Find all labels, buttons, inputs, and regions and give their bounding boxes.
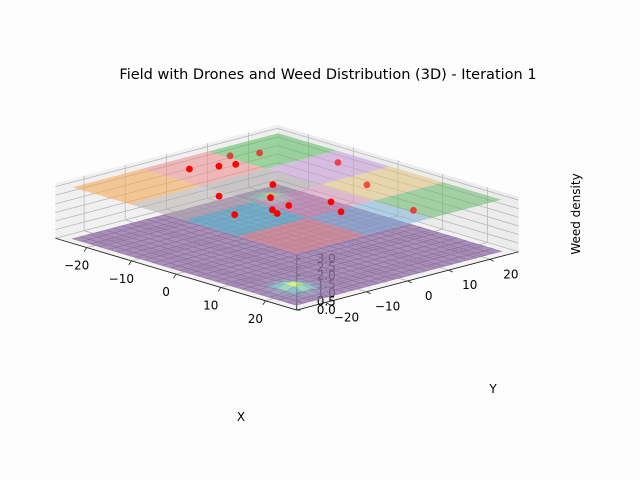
z-axis-label: Weed density — [569, 173, 583, 254]
y-tick — [448, 269, 453, 273]
y-tick-label: −10 — [375, 300, 400, 314]
grid-line-z — [277, 127, 519, 201]
y-tick — [366, 291, 371, 295]
x-tick — [128, 260, 132, 266]
drone-region — [237, 218, 366, 254]
y-tick — [407, 280, 412, 284]
drone-region — [319, 166, 444, 201]
drone-point — [231, 211, 239, 219]
drone-point — [215, 162, 223, 170]
y-tick — [489, 258, 495, 262]
z-tick-label: 0.0 — [317, 303, 336, 317]
drone-point — [215, 192, 223, 200]
drone-region — [208, 133, 337, 169]
drone-point — [363, 181, 371, 189]
y-tick — [325, 302, 330, 305]
drone-region — [72, 168, 201, 205]
y-tick-label: −20 — [334, 311, 359, 325]
x-tick-label: −10 — [109, 272, 134, 286]
chart-title: Field with Drones and Weed Distribution … — [119, 67, 536, 83]
drone-region — [254, 184, 374, 218]
grid-line-z — [55, 127, 278, 188]
x-axis-label: X — [237, 410, 245, 424]
drone-point — [226, 152, 234, 160]
drone-region — [200, 168, 320, 202]
x-tick-label: 20 — [248, 312, 263, 326]
drone-point — [334, 159, 342, 166]
drone-point — [285, 202, 293, 209]
x-tick-label: 0 — [162, 285, 170, 299]
drone-point — [410, 206, 417, 214]
drone-point — [232, 160, 240, 168]
surface-cell — [285, 300, 306, 306]
drone-region — [266, 150, 390, 185]
drone-region — [130, 186, 255, 221]
drone-points — [186, 149, 417, 219]
x-tick — [217, 287, 222, 292]
x-tick-label: −20 — [64, 259, 89, 273]
x-tick — [83, 247, 87, 252]
drone-point — [267, 194, 274, 202]
drone-point — [256, 149, 263, 157]
y-tick-label: 0 — [425, 289, 433, 303]
x-tick — [262, 300, 266, 305]
x-tick-label: 10 — [203, 298, 218, 312]
x-tick — [173, 273, 177, 279]
drone-region — [373, 182, 502, 218]
drone-point — [269, 181, 277, 189]
drone-point — [273, 210, 281, 217]
drone-regions — [72, 133, 502, 254]
drone-point — [269, 206, 276, 214]
y-tick-label: 20 — [503, 267, 518, 281]
drone-point — [186, 165, 193, 173]
drone-point — [337, 208, 345, 216]
drone-region — [307, 200, 432, 236]
y-tick-label: 10 — [462, 278, 477, 292]
y-axis-label: Y — [488, 382, 497, 396]
drone-point — [327, 198, 335, 206]
drone-region — [142, 151, 267, 187]
